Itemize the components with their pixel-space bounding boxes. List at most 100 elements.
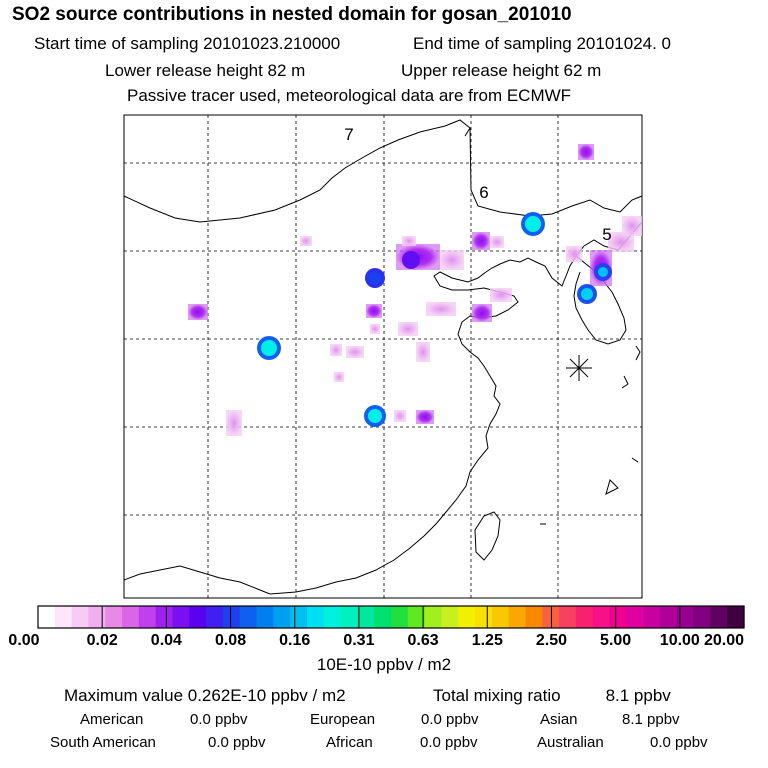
total-label: Total mixing ratio — [433, 686, 561, 705]
end-time-label: End time of sampling 20101024. 0 — [413, 34, 672, 53]
australian-value: 0.0 ppbv — [650, 734, 708, 751]
colorbar-cell — [559, 606, 577, 628]
plume-patch — [578, 144, 594, 160]
hotspot-marker — [402, 251, 420, 269]
colorbar-cell — [525, 606, 543, 628]
american-label: American — [80, 711, 144, 728]
start-time-label: Start time of sampling 20101023.210000 — [34, 34, 341, 53]
colorbar-tick-label: 10.00 — [659, 632, 700, 649]
lower-release-height-label: Lower release height 82 m — [105, 61, 306, 80]
colorbar-cell — [407, 606, 426, 628]
total-value: 8.1 ppbv — [605, 686, 671, 705]
colorbar-dividers — [101, 606, 681, 628]
african-label: African — [326, 734, 373, 751]
european-value: 0.0 ppbv — [421, 711, 479, 728]
colorbar-cell — [659, 606, 678, 628]
colorbar-tick-label: 1.25 — [471, 632, 503, 649]
colorbar-cell — [676, 606, 695, 628]
plume-patch — [330, 344, 342, 356]
plume-patch — [566, 246, 582, 262]
plume-patch — [472, 232, 490, 250]
plume-patch — [622, 216, 642, 236]
coastlines — [123, 119, 643, 595]
colorbar-tick-label: 0.31 — [343, 632, 375, 649]
region-label-6: 6 — [479, 183, 488, 202]
colorbar-cell — [155, 606, 174, 628]
colorbar-cell — [306, 606, 325, 628]
colorbar-cell — [206, 606, 224, 628]
colorbar-cell — [458, 606, 476, 628]
colorbar-cell — [357, 606, 375, 628]
colorbar-cell — [105, 606, 123, 628]
colorbar-frame — [37, 605, 745, 629]
colorbar-cell — [189, 606, 207, 628]
colorbar-tick-label: 0.00 — [8, 632, 40, 649]
colorbar-cell — [491, 606, 510, 628]
colorbar-tick-label: 0.16 — [279, 632, 311, 649]
plume-patch — [426, 302, 456, 316]
concentration-hotspots — [257, 212, 612, 427]
colorbar-tick-label: 0.63 — [407, 632, 439, 649]
upper-release-height-label: Upper release height 62 m — [401, 61, 602, 80]
plume-patch — [346, 346, 364, 358]
plume-patch — [416, 410, 434, 424]
colorbar-cell — [172, 606, 190, 628]
colorbar-cells — [38, 606, 745, 628]
total-mixing-ratio: Total mixing ratio 8.1 ppbv — [433, 686, 671, 706]
asterisk-icon — [566, 355, 592, 381]
plume-patch — [402, 236, 416, 246]
plume-patch — [416, 342, 430, 362]
colorbar-cell — [374, 606, 392, 628]
plume-patch — [398, 322, 418, 336]
plume-patch — [366, 304, 382, 318]
colorbar-cell — [340, 606, 358, 628]
colorbar-cell — [88, 606, 106, 628]
plume-patch — [490, 288, 512, 302]
hotspot-core — [369, 272, 381, 284]
colorbar-cell — [222, 606, 241, 628]
colorbar-cell — [424, 606, 443, 628]
plume-patch — [334, 372, 344, 382]
plume-patch — [188, 304, 208, 320]
european-label: European — [310, 711, 376, 728]
region-label-7: 7 — [344, 125, 353, 144]
colorbar-cell — [575, 606, 594, 628]
asian-label: Asian — [540, 711, 578, 728]
colorbar-cell — [290, 606, 308, 628]
hotspot-core — [525, 216, 541, 232]
map-frame — [123, 114, 643, 599]
south-american-value: 0.0 ppbv — [208, 734, 266, 751]
colorbar-cell — [609, 606, 627, 628]
colorbar-tick-label: 2.50 — [535, 632, 568, 649]
colorbar-tick-label: 5.00 — [600, 632, 632, 649]
colorbar-cell — [138, 606, 157, 628]
plume-patch — [472, 304, 492, 322]
colorbar-cell — [441, 606, 459, 628]
maximum-value: Maximum value 0.262E-10 ppbv / m2 — [64, 686, 346, 705]
colorbar-tick-label: 20.00 — [703, 632, 745, 649]
plume-patch — [226, 410, 242, 436]
south-american-label: South American — [50, 734, 156, 751]
colorbar-cell — [592, 606, 611, 628]
colorbar-cell — [256, 606, 274, 628]
hotspot-core — [261, 340, 277, 356]
plume-patch — [440, 250, 464, 270]
hotspot-core — [581, 288, 593, 300]
plume-patch — [370, 324, 380, 334]
region-label-5: 5 — [602, 225, 611, 244]
colorbar-cell — [239, 606, 258, 628]
hotspot-core — [598, 267, 608, 277]
plume-patch — [394, 410, 406, 422]
plume-patch — [490, 236, 504, 248]
colorbar-cell — [508, 606, 527, 628]
african-value: 0.0 ppbv — [420, 734, 478, 751]
colorbar-cell — [693, 606, 711, 628]
colorbar-cell — [38, 606, 56, 628]
plume-patch — [300, 236, 312, 246]
hotspot-core — [368, 409, 382, 423]
colorbar-cell — [475, 606, 493, 628]
colorbar-cell — [391, 606, 409, 628]
colorbar-cell — [643, 606, 661, 628]
colorbar-cell — [323, 606, 342, 628]
